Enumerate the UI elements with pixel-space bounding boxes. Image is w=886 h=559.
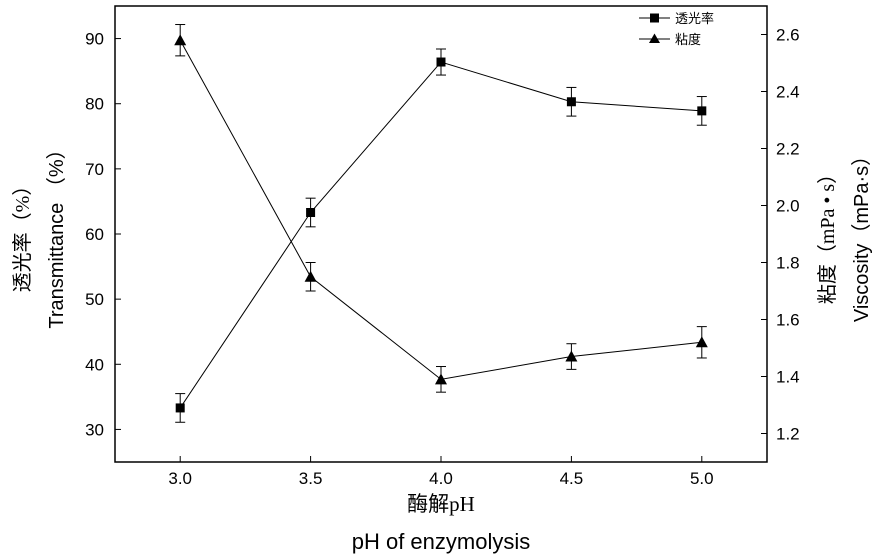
data-point-transmittance	[697, 106, 707, 116]
left-tick-label: 80	[85, 95, 104, 114]
left-tick-label: 30	[85, 420, 104, 439]
x-tick-label: 5.0	[690, 469, 714, 488]
left-axis-label-cn: 透光率（%）	[11, 176, 34, 293]
data-point-transmittance	[306, 208, 316, 218]
left-tick-label: 70	[85, 160, 104, 179]
series-line-viscosity	[179, 39, 702, 380]
data-point-transmittance	[175, 403, 185, 413]
right-tick-label: 2.2	[776, 140, 800, 159]
right-tick-label: 1.2	[776, 425, 800, 444]
x-tick-label: 3.0	[168, 469, 192, 488]
legend-label-viscosity: 粘度	[675, 32, 701, 47]
data-point-viscosity	[565, 350, 578, 362]
legend-label-transmittance: 透光率	[675, 11, 714, 26]
right-axis-label-en: Viscosity（mPa·s）	[850, 146, 873, 322]
data-point-viscosity	[435, 373, 447, 385]
right-axis-label-cn: 粘度（mPa • s）	[816, 164, 839, 304]
data-point-transmittance	[566, 97, 576, 107]
right-tick-label: 1.4	[776, 368, 800, 387]
series-layer	[174, 24, 708, 423]
data-point-viscosity	[695, 336, 708, 348]
right-tick-label: 2.4	[776, 83, 800, 102]
x-axis-label-cn: 酶解pH	[407, 492, 475, 516]
data-point-transmittance	[436, 57, 446, 67]
left-axis-label-en: Transmittance （%）	[45, 139, 68, 328]
legend-marker-square	[650, 13, 659, 23]
right-tick-label: 1.8	[776, 254, 800, 273]
series-line-transmittance	[179, 61, 702, 409]
x-axis: 3.0 3.5 4.0 4.5 5.0	[168, 456, 714, 488]
left-tick-label: 40	[85, 355, 104, 374]
legend-marker-triangle	[649, 33, 660, 43]
legend: 透光率 粘度	[639, 11, 714, 47]
x-axis-label-en: pH of enzymolysis	[352, 529, 531, 554]
right-tick-label: 2.0	[776, 197, 800, 216]
left-y-axis: 30 40 50 60 70 80 90	[85, 30, 121, 439]
x-tick-label: 4.5	[560, 469, 584, 488]
right-y-axis: 1.2 1.4 1.6 1.8 2.0 2.2 2.4 2.6	[761, 26, 800, 444]
x-tick-label: 3.5	[299, 469, 323, 488]
left-tick-label: 60	[85, 225, 104, 244]
right-tick-label: 2.6	[776, 26, 800, 45]
data-point-viscosity	[174, 34, 187, 46]
x-tick-label: 4.0	[429, 469, 453, 488]
data-point-viscosity	[304, 270, 317, 282]
left-tick-label: 90	[85, 30, 104, 49]
left-tick-label: 50	[85, 290, 104, 309]
right-tick-label: 1.6	[776, 311, 800, 330]
